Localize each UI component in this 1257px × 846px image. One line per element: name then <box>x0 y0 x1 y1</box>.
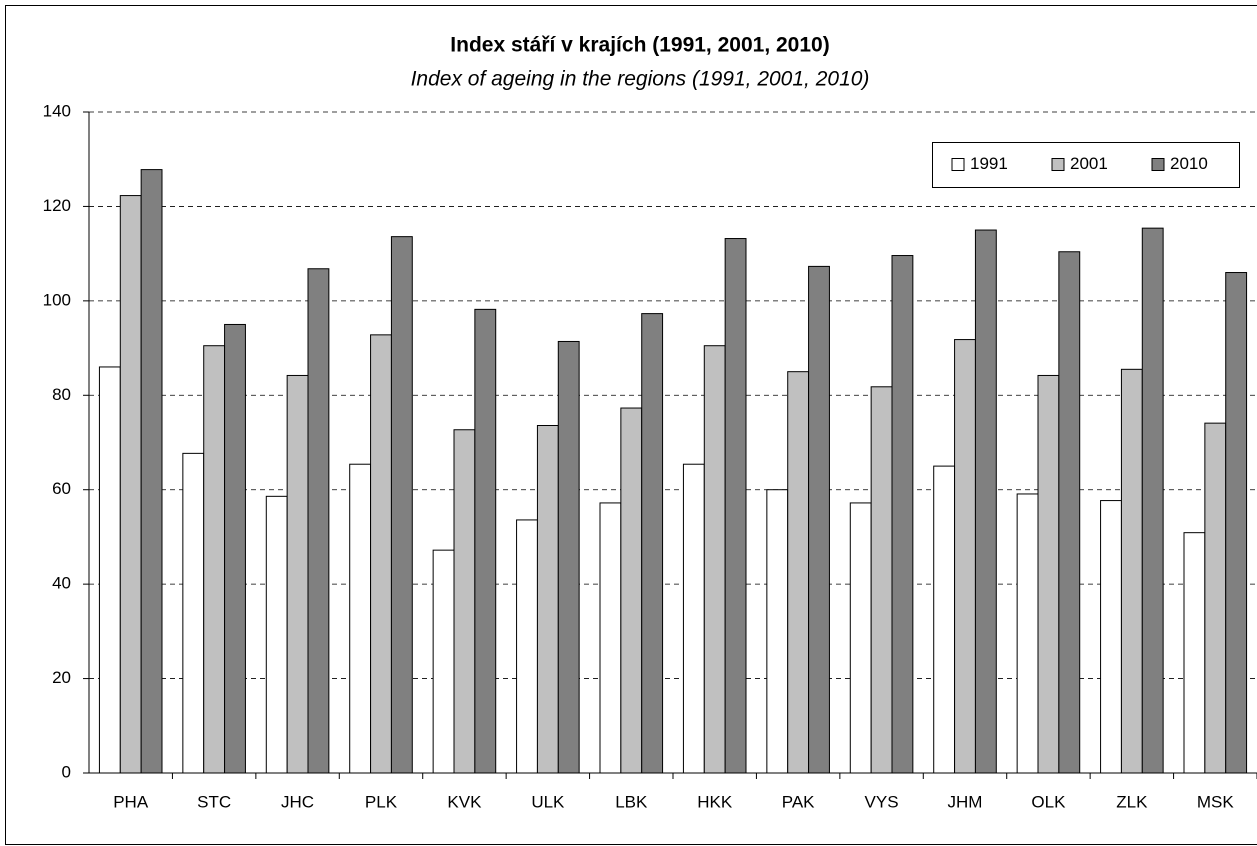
bar <box>891 255 914 774</box>
bar <box>1037 374 1060 774</box>
y-tick-label: 120 <box>43 196 71 215</box>
bar <box>182 452 205 774</box>
chart-subtitle: Index of ageing in the regions (1991, 20… <box>411 68 870 91</box>
bar <box>1058 251 1081 774</box>
legend-label: 2010 <box>1170 154 1208 173</box>
x-tick-label: MSK <box>1197 792 1235 811</box>
x-tick-label: LBK <box>615 792 648 811</box>
bar <box>140 169 163 774</box>
bar <box>870 386 893 774</box>
bar <box>1183 532 1206 774</box>
bar <box>349 463 372 774</box>
bar <box>599 502 622 774</box>
bar <box>954 339 976 774</box>
bar <box>1016 493 1039 774</box>
y-tick-label: 60 <box>52 479 71 498</box>
bar <box>703 345 726 774</box>
bar <box>265 495 288 774</box>
bar <box>974 229 997 774</box>
y-tick-label: 20 <box>52 668 71 687</box>
x-tick-label: PAK <box>782 792 815 811</box>
bar <box>620 407 643 774</box>
bar <box>1204 422 1227 774</box>
bar <box>724 238 747 774</box>
bar <box>286 374 309 774</box>
bar <box>474 308 497 774</box>
x-tick-label: PLK <box>365 792 398 811</box>
y-tick-label: 40 <box>52 574 71 593</box>
bar <box>766 489 789 774</box>
y-tick-label: 80 <box>52 385 71 404</box>
bar <box>453 429 476 774</box>
x-tick-label: JHC <box>281 792 314 811</box>
legend-label: 2001 <box>1070 154 1108 173</box>
x-tick-label: VYS <box>865 792 899 811</box>
bar <box>516 519 538 774</box>
bar <box>1141 227 1164 774</box>
bar <box>933 465 956 774</box>
legend-label: 1991 <box>970 154 1008 173</box>
bar <box>682 463 705 774</box>
bar <box>307 268 330 774</box>
x-tick-label: PHA <box>113 792 149 811</box>
bar <box>1100 500 1122 774</box>
bar <box>98 366 121 774</box>
bar <box>370 334 392 774</box>
y-tick-label: 100 <box>43 290 71 309</box>
bar <box>536 425 559 774</box>
bar <box>557 340 580 774</box>
y-tick-label: 140 <box>43 101 71 120</box>
legend-swatch <box>1051 158 1065 171</box>
bar <box>119 195 142 774</box>
bar <box>641 313 664 774</box>
bar <box>1225 272 1248 774</box>
legend-box <box>932 142 1240 188</box>
bar <box>390 236 413 774</box>
x-tick-label: ZLK <box>1116 792 1148 811</box>
x-tick-label: STC <box>197 792 231 811</box>
bar <box>224 323 246 774</box>
legend-swatch <box>1151 158 1165 171</box>
bar <box>787 371 810 774</box>
bar <box>849 502 872 774</box>
chart-title: Index stáří v krajích (1991, 2001, 2010) <box>450 34 829 57</box>
x-tick-label: OLK <box>1031 792 1066 811</box>
bar <box>203 345 226 774</box>
x-tick-label: JHM <box>948 792 983 811</box>
bar <box>432 549 455 774</box>
x-tick-label: ULK <box>531 792 565 811</box>
y-tick-label: 0 <box>62 762 71 781</box>
x-tick-label: KVK <box>447 792 482 811</box>
bar <box>1120 368 1143 774</box>
bar <box>808 265 830 774</box>
x-tick-label: HKK <box>697 792 733 811</box>
legend-swatch <box>951 158 965 171</box>
